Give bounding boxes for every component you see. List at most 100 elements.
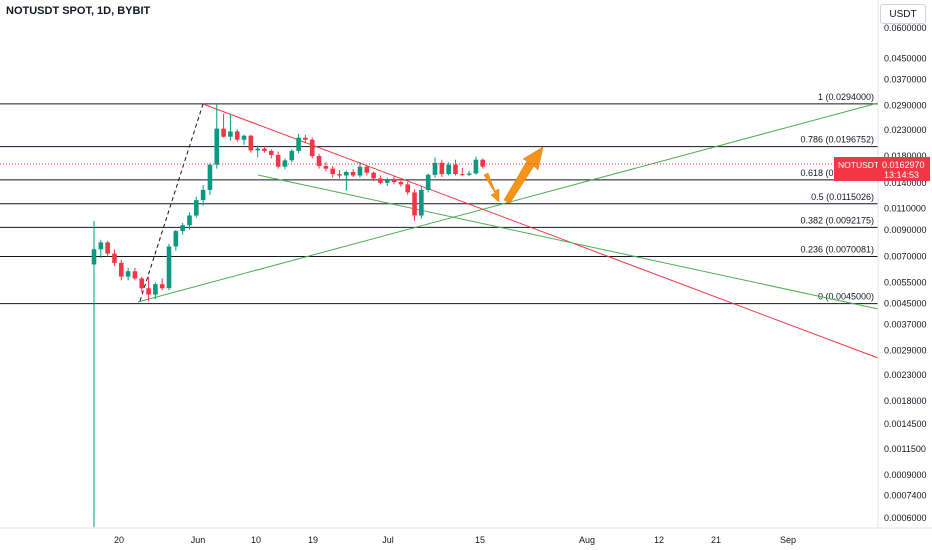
candle <box>350 169 356 177</box>
time-tick-label: Jul <box>382 535 394 545</box>
candle-body <box>439 162 445 175</box>
candle <box>371 171 376 182</box>
candle <box>187 212 192 230</box>
candle-body <box>330 168 335 175</box>
arrow-down-icon[interactable] <box>483 172 500 203</box>
candle <box>180 222 185 235</box>
price-tick-label: 0.0007400 <box>884 491 927 501</box>
candle <box>330 166 335 178</box>
candle <box>466 170 472 177</box>
candle-body <box>146 288 151 295</box>
candle-body <box>221 128 226 137</box>
candle <box>207 163 213 195</box>
candle-body <box>228 131 233 137</box>
candle <box>391 175 397 185</box>
candle <box>125 267 131 281</box>
price-tick-label: 0.0090000 <box>884 225 927 235</box>
candle <box>146 276 151 302</box>
price-tick-label: 0.0055000 <box>884 277 927 287</box>
candle-body <box>364 166 370 173</box>
candle-body <box>275 154 281 167</box>
price-tick-label: 0.0180000 <box>884 151 927 161</box>
price-tick-label: 0.0029000 <box>884 345 927 355</box>
candle-body <box>384 179 390 183</box>
candle <box>241 134 247 145</box>
candle-body <box>337 174 342 176</box>
candle <box>214 103 220 169</box>
candle-body <box>91 249 97 265</box>
time-tick-label: 19 <box>308 535 318 545</box>
candle-body <box>316 156 322 167</box>
candle-body <box>187 215 192 226</box>
candle-body <box>289 150 295 161</box>
candle-body <box>296 137 301 151</box>
trend-lines[interactable] <box>137 102 879 359</box>
price-tick-label: 0.0006000 <box>884 513 927 523</box>
candle-body <box>139 278 145 289</box>
dashed-impulse-line[interactable] <box>139 103 204 302</box>
price-tick-label: 0.0037000 <box>884 319 927 329</box>
candle <box>194 196 199 218</box>
candle <box>200 185 206 206</box>
candle-body <box>323 166 329 169</box>
price-tick-label: 0.0014500 <box>884 419 927 429</box>
price-label: NOTUSDT 0.0162970 13:14:53 <box>834 157 930 181</box>
fib-level-label: 0.5 (0.0115026) <box>811 192 874 202</box>
candle <box>337 169 342 179</box>
candle <box>357 162 363 178</box>
candle <box>453 159 458 176</box>
candle <box>419 186 424 219</box>
price-tick-label: 0.0370000 <box>884 74 927 84</box>
candle-body <box>453 164 458 175</box>
candle <box>255 145 260 158</box>
currency-button[interactable]: USDT <box>880 4 926 24</box>
candle <box>275 151 281 169</box>
candle <box>269 149 274 159</box>
arrow-up-icon[interactable] <box>503 146 544 204</box>
candle-body <box>344 172 349 176</box>
candle-body <box>405 184 411 193</box>
candle-body <box>357 166 363 176</box>
time-tick-label: Jun <box>191 535 206 545</box>
candle <box>439 159 445 177</box>
time-tick-label: 10 <box>251 535 261 545</box>
fib-level-label: 0.786 (0.0196752) <box>800 135 874 145</box>
candle-body <box>180 225 185 232</box>
price-tick-label: 0.0009000 <box>884 470 927 480</box>
candle <box>378 175 383 185</box>
price-tick-label: 0.0018000 <box>884 396 927 406</box>
candle <box>91 220 97 528</box>
time-axis[interactable]: 20 Jun 10 19 Jul 15 Aug 12 21 Sep <box>0 527 932 545</box>
fib-level-label: 0.236 (0.0070081) <box>800 244 874 254</box>
time-tick-label: 20 <box>114 535 124 545</box>
candle <box>309 137 315 159</box>
chart-title: NOTUSDT SPOT, 1D, BYBIT <box>6 5 151 17</box>
projection-arrows[interactable] <box>483 146 544 204</box>
red-trend-line[interactable] <box>202 103 879 359</box>
candle <box>228 114 233 141</box>
candle-body <box>153 284 158 295</box>
candle-body <box>200 189 206 201</box>
fibonacci-retracement[interactable]: 1 (0.0294000)0.786 (0.0196752)0.618 (0.0… <box>0 92 878 305</box>
candle-body <box>194 200 199 216</box>
candle-body <box>241 135 247 140</box>
candle <box>112 249 117 267</box>
fib-level-label: 0.382 (0.0092175) <box>800 215 874 225</box>
price-label-box <box>834 157 878 181</box>
green-ascending-trend-line[interactable] <box>137 102 879 303</box>
candle-body <box>466 173 472 175</box>
price-label-symbol: NOTUSDT <box>838 160 879 170</box>
price-tick-label: 0.0070000 <box>884 252 927 262</box>
candle-body <box>207 164 213 190</box>
green-descending-trend-line[interactable] <box>257 174 879 310</box>
price-axis[interactable]: 0.0600000 0.0450000 0.0370000 0.0290000 0.02… <box>877 0 927 528</box>
candle-body <box>378 178 383 183</box>
candle <box>262 146 267 153</box>
time-tick-label: 12 <box>654 535 664 545</box>
candle <box>289 149 295 163</box>
candle-body <box>350 172 356 176</box>
candle <box>398 179 404 187</box>
candle <box>118 259 124 281</box>
candle-body <box>371 172 376 179</box>
